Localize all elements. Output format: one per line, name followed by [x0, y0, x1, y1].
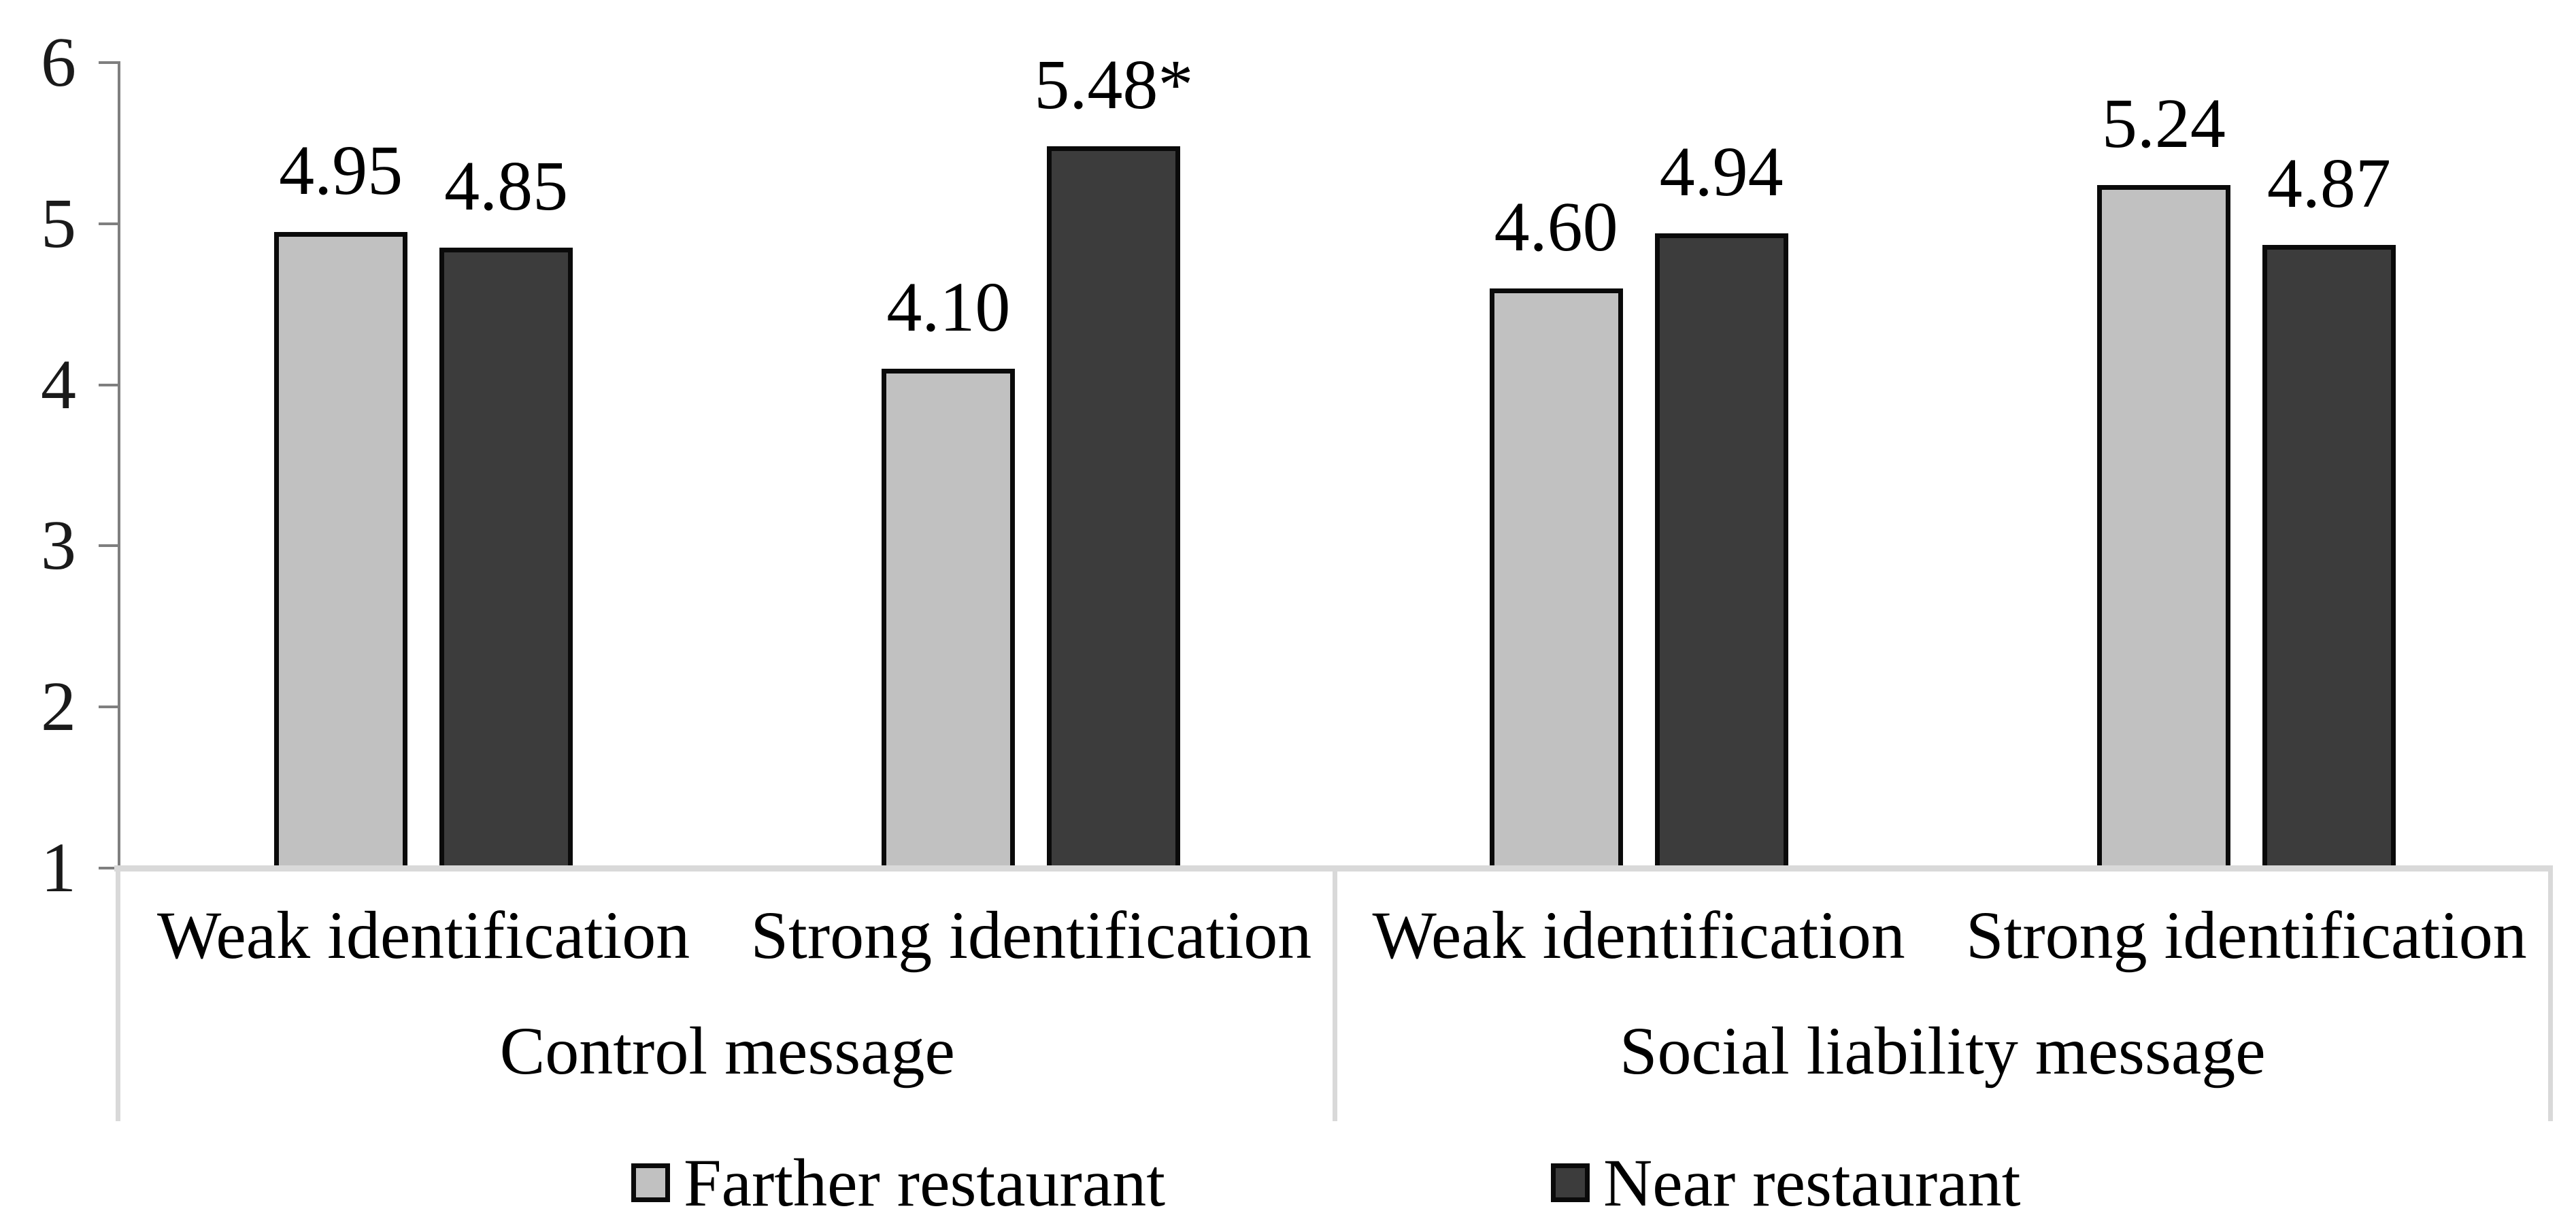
category-label: Strong identification: [750, 897, 1312, 973]
y-axis-tick-label: 1: [41, 829, 76, 907]
y-axis-tick-label: 6: [41, 23, 76, 101]
bar-value-label: 4.94: [1659, 133, 1784, 212]
legend-swatch-near-restaurant: [1551, 1163, 1590, 1202]
y-axis-tick: [99, 867, 120, 869]
bar-near-restaurant: [1654, 233, 1788, 868]
bar-value-label: 4.87: [2266, 144, 2391, 222]
bar-value-label: 5.24: [2101, 84, 2226, 163]
bar-value-label: 4.10: [886, 267, 1011, 346]
y-axis-tick: [99, 544, 120, 548]
y-axis-tick-label: 4: [41, 345, 76, 424]
y-axis-tick-label: 2: [41, 667, 76, 746]
legend-label: Farther restaurant: [684, 1145, 1166, 1221]
category-group-label: Control message: [499, 1013, 955, 1089]
bar-farther-restaurant: [2096, 184, 2230, 868]
legend-item: Farther restaurant: [631, 1144, 1165, 1222]
y-axis-tick: [99, 61, 120, 64]
bar-value-label: 4.60: [1494, 187, 1618, 266]
y-axis-tick: [99, 383, 120, 386]
category-label: Strong identification: [1965, 897, 2527, 973]
y-axis-tick: [99, 706, 120, 709]
category-box-divider: [116, 872, 120, 1121]
bar-near-restaurant: [439, 248, 573, 868]
bar-near-restaurant: [1047, 146, 1181, 868]
category-axis-baseline: [114, 865, 2553, 872]
category-label: Weak identification: [156, 897, 690, 973]
bar-farther-restaurant: [882, 368, 1016, 868]
category-group-label: Social liability message: [1619, 1013, 2266, 1089]
bar-farther-restaurant: [274, 231, 408, 868]
bar-value-label: 5.48*: [1034, 46, 1194, 125]
category-box-divider: [1333, 872, 1337, 1121]
legend-label: Near restaurant: [1603, 1145, 2021, 1221]
bar-value-label: 4.85: [444, 147, 569, 226]
y-axis-tick-label: 5: [41, 184, 76, 263]
bar-value-label: 4.95: [279, 131, 403, 210]
y-axis-line: [118, 61, 120, 869]
y-axis-tick-label: 3: [41, 506, 76, 585]
y-axis-tick: [99, 222, 120, 225]
category-label: Weak identification: [1372, 897, 1905, 973]
legend-item: Near restaurant: [1551, 1144, 2021, 1222]
legend-swatch-farther-restaurant: [631, 1163, 670, 1202]
bar-farther-restaurant: [1489, 288, 1623, 868]
category-box-divider: [2548, 872, 2553, 1121]
bar-near-restaurant: [2262, 244, 2396, 868]
